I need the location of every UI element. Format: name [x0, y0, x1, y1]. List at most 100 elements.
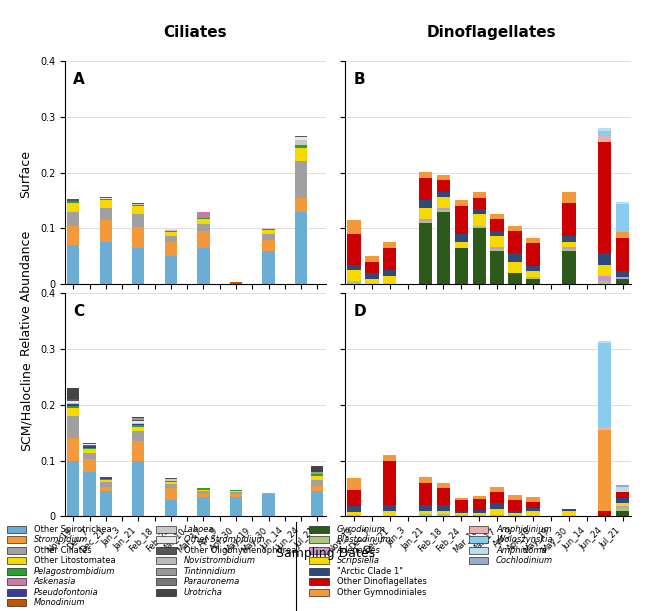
Bar [197, 212, 210, 218]
Bar [165, 480, 177, 481]
Text: Other Spirotrichea: Other Spirotrichea [34, 525, 111, 534]
Bar [309, 526, 329, 533]
Text: Ciliates: Ciliates [163, 24, 227, 40]
Bar [197, 248, 210, 284]
Bar [598, 427, 611, 430]
Bar [508, 514, 522, 516]
Bar [311, 491, 324, 516]
Bar [598, 254, 611, 265]
Bar [83, 448, 96, 449]
Bar [616, 503, 630, 507]
Bar [132, 423, 145, 424]
Text: Pseudofontonia: Pseudofontonia [34, 588, 98, 597]
Bar [132, 431, 145, 441]
Bar [309, 568, 329, 575]
Bar [262, 234, 275, 240]
Bar [473, 214, 486, 225]
Bar [67, 401, 79, 403]
Bar [562, 249, 575, 251]
Bar [100, 479, 112, 480]
Bar [67, 203, 79, 211]
Bar [311, 475, 324, 480]
Bar [132, 426, 145, 431]
Bar [165, 232, 177, 236]
Bar [83, 446, 96, 448]
Bar [230, 494, 242, 497]
Bar [616, 498, 630, 503]
Bar [490, 503, 504, 509]
Bar [616, 507, 630, 508]
Bar [67, 245, 79, 284]
Text: Monodinium: Monodinium [34, 598, 85, 607]
Bar [100, 199, 112, 200]
Bar [67, 461, 79, 516]
Text: B: B [353, 72, 365, 87]
Bar [295, 198, 307, 211]
Bar [309, 578, 329, 585]
Bar [230, 492, 242, 494]
Bar [132, 248, 145, 284]
Bar [230, 282, 242, 284]
Bar [347, 270, 361, 281]
Bar [383, 455, 396, 461]
Bar [598, 136, 611, 142]
Bar [526, 238, 540, 243]
Bar [7, 547, 26, 554]
Text: Novistrombidium: Novistrombidium [184, 557, 256, 565]
Bar [598, 142, 611, 254]
Bar [309, 536, 329, 544]
Text: Strombidium: Strombidium [34, 535, 88, 544]
Bar [347, 265, 361, 270]
Bar [7, 536, 26, 544]
Bar [473, 229, 486, 284]
Bar [7, 568, 26, 575]
Bar [197, 224, 210, 231]
Bar [262, 229, 275, 230]
Bar [165, 236, 177, 243]
Bar [616, 511, 630, 516]
Text: Amphidoma: Amphidoma [496, 546, 547, 555]
Bar [132, 417, 145, 418]
Bar [419, 511, 432, 513]
Bar [598, 430, 611, 511]
Bar [83, 449, 96, 453]
Text: Other Gymnodiniales: Other Gymnodiniales [337, 588, 426, 597]
Bar [616, 232, 630, 238]
Bar [562, 242, 575, 247]
Bar [262, 493, 275, 494]
Bar [383, 270, 396, 276]
Bar [490, 509, 504, 514]
Bar [383, 505, 396, 511]
Bar [616, 277, 630, 279]
Bar [473, 198, 486, 209]
Bar [469, 526, 488, 533]
Bar [347, 281, 361, 284]
Bar [437, 513, 450, 516]
Bar [67, 201, 79, 203]
Bar [616, 271, 630, 277]
Bar [197, 497, 210, 516]
Bar [616, 487, 630, 492]
Bar [490, 219, 504, 230]
Bar [347, 220, 361, 234]
Bar [616, 205, 630, 232]
Bar [598, 128, 611, 131]
Bar [67, 404, 79, 406]
Bar [454, 500, 468, 511]
Bar [132, 418, 145, 420]
Bar [7, 588, 26, 596]
Bar [508, 231, 522, 254]
Text: A: A [73, 72, 85, 87]
Bar [616, 202, 630, 205]
Bar [347, 514, 361, 516]
Bar [165, 230, 177, 232]
Bar [437, 210, 450, 211]
Bar [526, 243, 540, 266]
Bar [473, 514, 486, 516]
Bar [165, 481, 177, 484]
Bar [508, 254, 522, 262]
Text: Dinoflagellates: Dinoflagellates [426, 24, 557, 40]
Bar [454, 248, 468, 284]
Bar [616, 492, 630, 498]
Bar [490, 230, 504, 236]
